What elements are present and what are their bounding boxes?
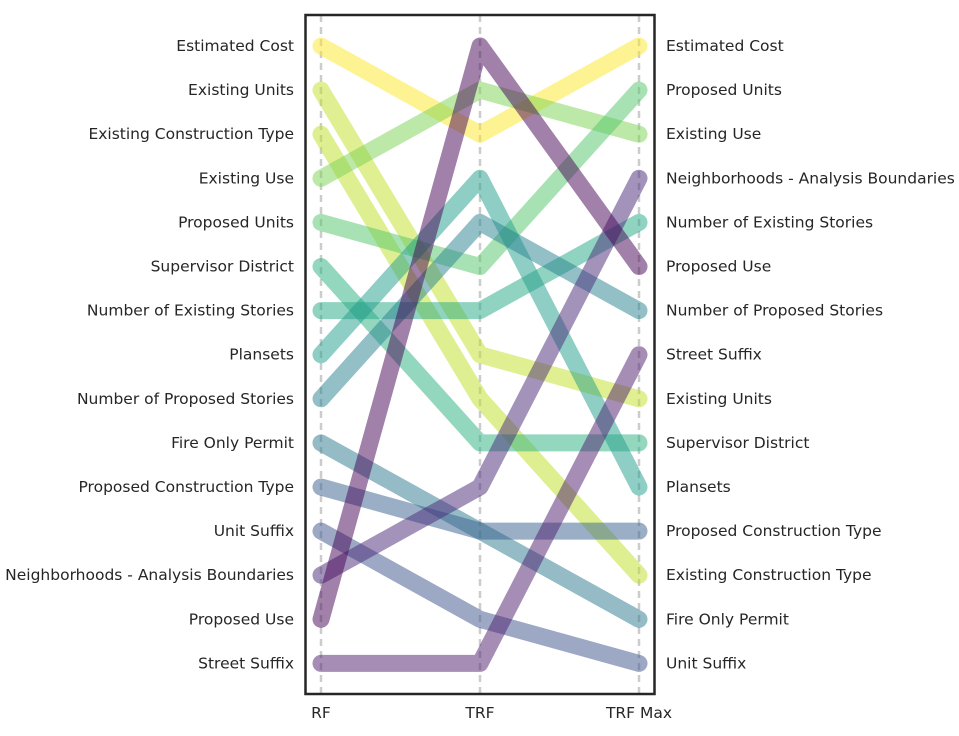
- right-label-existing-use: Existing Use: [666, 125, 761, 143]
- left-label-existing-units: Existing Units: [188, 81, 294, 99]
- left-label-proposed-use: Proposed Use: [189, 610, 294, 628]
- left-label-neighborhoods-analysis-boundaries: Neighborhoods - Analysis Boundaries: [5, 566, 294, 584]
- series-line-estimated-cost: [312, 37, 648, 143]
- series-line-proposed-use: [312, 37, 648, 628]
- x-tick-trf: TRF: [464, 704, 494, 722]
- right-label-estimated-cost: Estimated Cost: [666, 37, 784, 55]
- right-label-existing-units: Existing Units: [666, 390, 772, 408]
- right-label-proposed-units: Proposed Units: [666, 81, 782, 99]
- right-label-neighborhoods-analysis-boundaries: Neighborhoods - Analysis Boundaries: [666, 169, 955, 187]
- left-label-existing-construction-type: Existing Construction Type: [88, 125, 294, 143]
- right-rank-labels: Estimated Cost Proposed Units Existing Use…: [666, 37, 955, 672]
- right-label-supervisor-district: Supervisor District: [666, 434, 809, 452]
- series-line-street-suffix: [312, 346, 648, 672]
- right-label-existing-construction-type: Existing Construction Type: [666, 566, 872, 584]
- series-line-proposed-units: [312, 81, 648, 275]
- series-line-unit-suffix: [312, 522, 648, 672]
- left-label-plansets: Plansets: [229, 346, 294, 364]
- left-label-existing-use: Existing Use: [199, 169, 294, 187]
- right-label-proposed-construction-type: Proposed Construction Type: [666, 522, 882, 540]
- right-label-fire-only-permit: Fire Only Permit: [666, 610, 789, 628]
- left-label-proposed-construction-type: Proposed Construction Type: [78, 478, 294, 496]
- series-line-neighborhoods-analysis-boundaries: [312, 169, 648, 584]
- left-label-estimated-cost: Estimated Cost: [176, 37, 294, 55]
- left-label-fire-only-permit: Fire Only Permit: [171, 434, 294, 452]
- series-line-existing-construction-type: [312, 125, 648, 584]
- series-lines: [312, 37, 648, 672]
- right-label-plansets: Plansets: [666, 478, 731, 496]
- left-label-street-suffix: Street Suffix: [198, 654, 294, 672]
- right-label-unit-suffix: Unit Suffix: [666, 654, 746, 672]
- right-label-street-suffix: Street Suffix: [666, 346, 762, 364]
- x-tick-rf: RF: [311, 704, 331, 722]
- left-label-number-of-existing-stories: Number of Existing Stories: [87, 302, 294, 320]
- left-rank-labels: Estimated Cost Existing Units Existing Con…: [5, 37, 294, 672]
- left-label-proposed-units: Proposed Units: [178, 213, 294, 231]
- x-tick-trf-max: TRF Max: [605, 704, 672, 722]
- series-line-existing-use: [312, 81, 648, 187]
- series-line-plansets: [312, 169, 648, 496]
- plot-frame: [304, 13, 656, 696]
- left-label-unit-suffix: Unit Suffix: [214, 522, 294, 540]
- right-label-number-of-existing-stories: Number of Existing Stories: [666, 213, 873, 231]
- x-tick-labels: RF TRF TRF Max: [311, 704, 672, 722]
- right-label-proposed-use: Proposed Use: [666, 258, 771, 276]
- left-label-supervisor-district: Supervisor District: [151, 258, 294, 276]
- series-line-number-of-existing-stories: [312, 213, 648, 320]
- right-label-number-of-proposed-stories: Number of Proposed Stories: [666, 302, 883, 320]
- left-label-number-of-proposed-stories: Number of Proposed Stories: [77, 390, 294, 408]
- series-line-proposed-construction-type: [312, 478, 648, 540]
